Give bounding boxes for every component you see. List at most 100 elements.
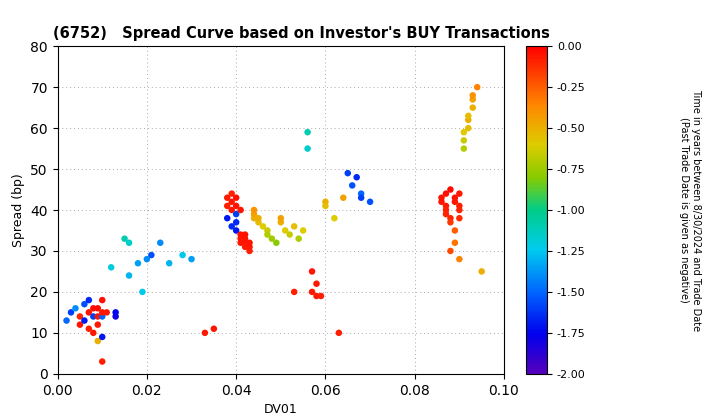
Point [60, 317, 72, 324]
Point [222, 215, 233, 222]
Point [96, 358, 108, 365]
Point [467, 92, 479, 99]
Point [248, 215, 260, 222]
Point [226, 198, 238, 205]
Point [320, 202, 331, 209]
Point [123, 272, 135, 279]
Point [454, 202, 465, 209]
Point [445, 186, 456, 193]
Point [239, 244, 251, 250]
Point [230, 219, 242, 226]
Point [476, 268, 487, 275]
Point [315, 293, 327, 299]
X-axis label: DV01: DV01 [264, 403, 297, 416]
Point [155, 239, 166, 246]
Point [289, 289, 300, 295]
Point [445, 215, 456, 222]
Point [110, 313, 122, 320]
Point [235, 231, 246, 238]
Y-axis label: Spread (bp): Spread (bp) [12, 173, 24, 247]
Point [230, 202, 242, 209]
Point [284, 231, 295, 238]
Point [78, 317, 90, 324]
Point [449, 198, 461, 205]
Point [186, 256, 197, 262]
Point [338, 194, 349, 201]
Point [96, 297, 108, 303]
Point [364, 198, 376, 205]
Point [458, 129, 469, 136]
Point [239, 239, 251, 246]
Point [70, 305, 81, 312]
Point [458, 145, 469, 152]
Point [83, 326, 94, 332]
Point [440, 207, 451, 213]
Point [440, 202, 451, 209]
Point [226, 223, 238, 230]
Point [302, 129, 313, 136]
Point [454, 207, 465, 213]
Point [454, 190, 465, 197]
Point [266, 235, 278, 242]
Point [74, 321, 86, 328]
Point [462, 116, 474, 123]
Point [320, 198, 331, 205]
Point [462, 125, 474, 131]
Point [436, 194, 447, 201]
Point [199, 329, 211, 336]
Point [78, 301, 90, 307]
Point [230, 211, 242, 218]
Point [458, 137, 469, 144]
Point [244, 239, 256, 246]
Point [356, 194, 367, 201]
Point [302, 145, 313, 152]
Point [222, 194, 233, 201]
Point [351, 174, 362, 181]
Point [449, 227, 461, 234]
Point [346, 182, 358, 189]
Point [440, 190, 451, 197]
Point [105, 264, 117, 270]
Point [235, 207, 246, 213]
Point [244, 247, 256, 254]
Point [88, 305, 99, 312]
Point [436, 198, 447, 205]
Point [74, 313, 86, 320]
Point [462, 113, 474, 119]
Point [279, 227, 291, 234]
Point [226, 207, 238, 213]
Point [92, 338, 104, 344]
Text: (6752)   Spread Curve based on Investor's BUY Transactions: (6752) Spread Curve based on Investor's … [53, 26, 550, 41]
Point [467, 104, 479, 111]
Point [261, 227, 273, 234]
Point [141, 256, 153, 262]
Point [137, 289, 148, 295]
Point [235, 235, 246, 242]
Point [275, 215, 287, 222]
Point [271, 239, 282, 246]
Point [261, 231, 273, 238]
Point [297, 227, 309, 234]
Point [96, 333, 108, 340]
Point [230, 227, 242, 234]
Point [163, 260, 175, 267]
Point [123, 239, 135, 246]
Point [110, 309, 122, 316]
Point [222, 202, 233, 209]
Point [208, 326, 220, 332]
Point [356, 190, 367, 197]
Point [253, 215, 264, 222]
Point [88, 313, 99, 320]
Point [132, 260, 144, 267]
Point [239, 231, 251, 238]
Point [293, 235, 305, 242]
Point [306, 268, 318, 275]
Point [449, 239, 461, 246]
Point [454, 256, 465, 262]
Point [440, 211, 451, 218]
Point [248, 207, 260, 213]
Point [467, 96, 479, 103]
Point [92, 305, 104, 312]
Point [445, 219, 456, 226]
Point [88, 329, 99, 336]
